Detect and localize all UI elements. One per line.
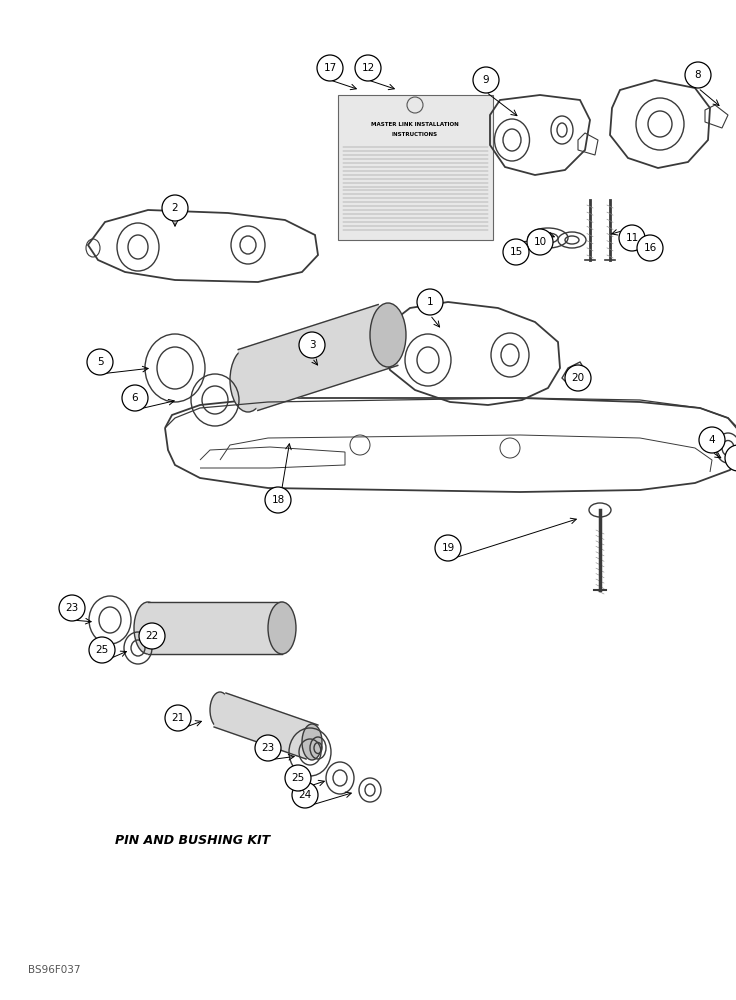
Text: 23: 23 [66, 603, 79, 613]
FancyBboxPatch shape [338, 95, 492, 240]
Text: 7: 7 [735, 453, 736, 463]
Circle shape [473, 67, 499, 93]
Text: 10: 10 [534, 237, 547, 247]
Circle shape [165, 705, 191, 731]
Circle shape [122, 385, 148, 411]
Text: 9: 9 [483, 75, 489, 85]
Text: 8: 8 [695, 70, 701, 80]
Text: 25: 25 [96, 645, 109, 655]
Text: 11: 11 [626, 233, 639, 243]
Circle shape [699, 427, 725, 453]
Text: 1: 1 [427, 297, 434, 307]
Circle shape [503, 239, 529, 265]
Text: MASTER LINK INSTALLATION: MASTER LINK INSTALLATION [371, 122, 459, 127]
Circle shape [355, 55, 381, 81]
Text: 21: 21 [171, 713, 185, 723]
Text: 25: 25 [291, 773, 305, 783]
Circle shape [139, 623, 165, 649]
Circle shape [87, 349, 113, 375]
Text: 12: 12 [361, 63, 375, 73]
Text: 2: 2 [171, 203, 178, 213]
Circle shape [255, 735, 281, 761]
Text: 15: 15 [509, 247, 523, 257]
Circle shape [292, 782, 318, 808]
Text: INSTRUCTIONS: INSTRUCTIONS [392, 132, 438, 137]
Circle shape [162, 195, 188, 221]
Text: 23: 23 [261, 743, 275, 753]
Ellipse shape [134, 602, 162, 654]
Text: 4: 4 [709, 435, 715, 445]
Circle shape [285, 765, 311, 791]
Ellipse shape [230, 348, 266, 412]
Text: 18: 18 [272, 495, 285, 505]
Circle shape [59, 595, 85, 621]
Text: 5: 5 [96, 357, 103, 367]
Circle shape [725, 445, 736, 471]
Circle shape [299, 332, 325, 358]
Circle shape [435, 535, 461, 561]
Circle shape [619, 225, 645, 251]
Circle shape [265, 487, 291, 513]
Ellipse shape [268, 602, 296, 654]
Circle shape [637, 235, 663, 261]
Text: 16: 16 [643, 243, 657, 253]
Polygon shape [214, 693, 318, 759]
Circle shape [565, 365, 591, 391]
Polygon shape [238, 305, 397, 410]
Text: 3: 3 [308, 340, 315, 350]
Ellipse shape [370, 303, 406, 367]
Text: 17: 17 [323, 63, 336, 73]
Ellipse shape [302, 724, 322, 760]
Text: 19: 19 [442, 543, 455, 553]
Text: 6: 6 [132, 393, 138, 403]
Text: 22: 22 [146, 631, 159, 641]
Circle shape [685, 62, 711, 88]
Polygon shape [148, 602, 282, 654]
Circle shape [417, 289, 443, 315]
Text: BS96F037: BS96F037 [28, 965, 80, 975]
Ellipse shape [210, 692, 230, 728]
Circle shape [527, 229, 553, 255]
Circle shape [89, 637, 115, 663]
Text: PIN AND BUSHING KIT: PIN AND BUSHING KIT [115, 834, 270, 846]
Text: 20: 20 [571, 373, 584, 383]
Circle shape [317, 55, 343, 81]
Text: 24: 24 [298, 790, 311, 800]
